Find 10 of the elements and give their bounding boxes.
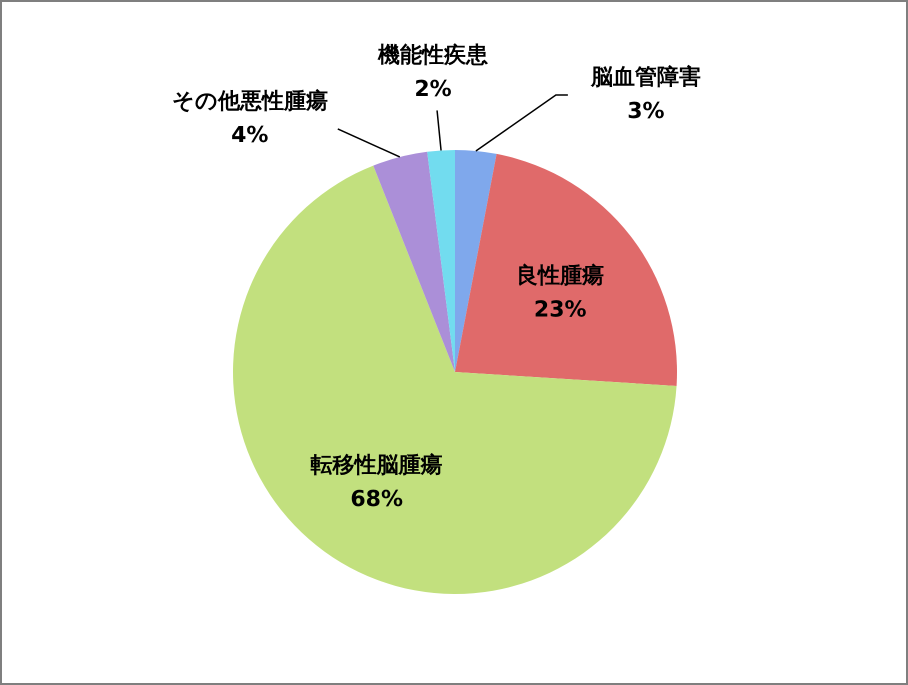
slice-label: 転移性脳腫瘍	[310, 452, 443, 478]
slice-label: その他悪性腫瘍	[172, 88, 328, 114]
data-label: 3%	[627, 99, 665, 124]
slice-label: 良性腫瘍	[516, 262, 604, 288]
data-label: 68%	[350, 486, 404, 512]
data-label: 2%	[414, 77, 452, 102]
slice-label: 機能性疾患	[377, 43, 490, 68]
data-label: 23%	[534, 297, 587, 322]
slice-label: 脳血管障害	[590, 64, 701, 90]
data-label: 4%	[231, 123, 268, 148]
